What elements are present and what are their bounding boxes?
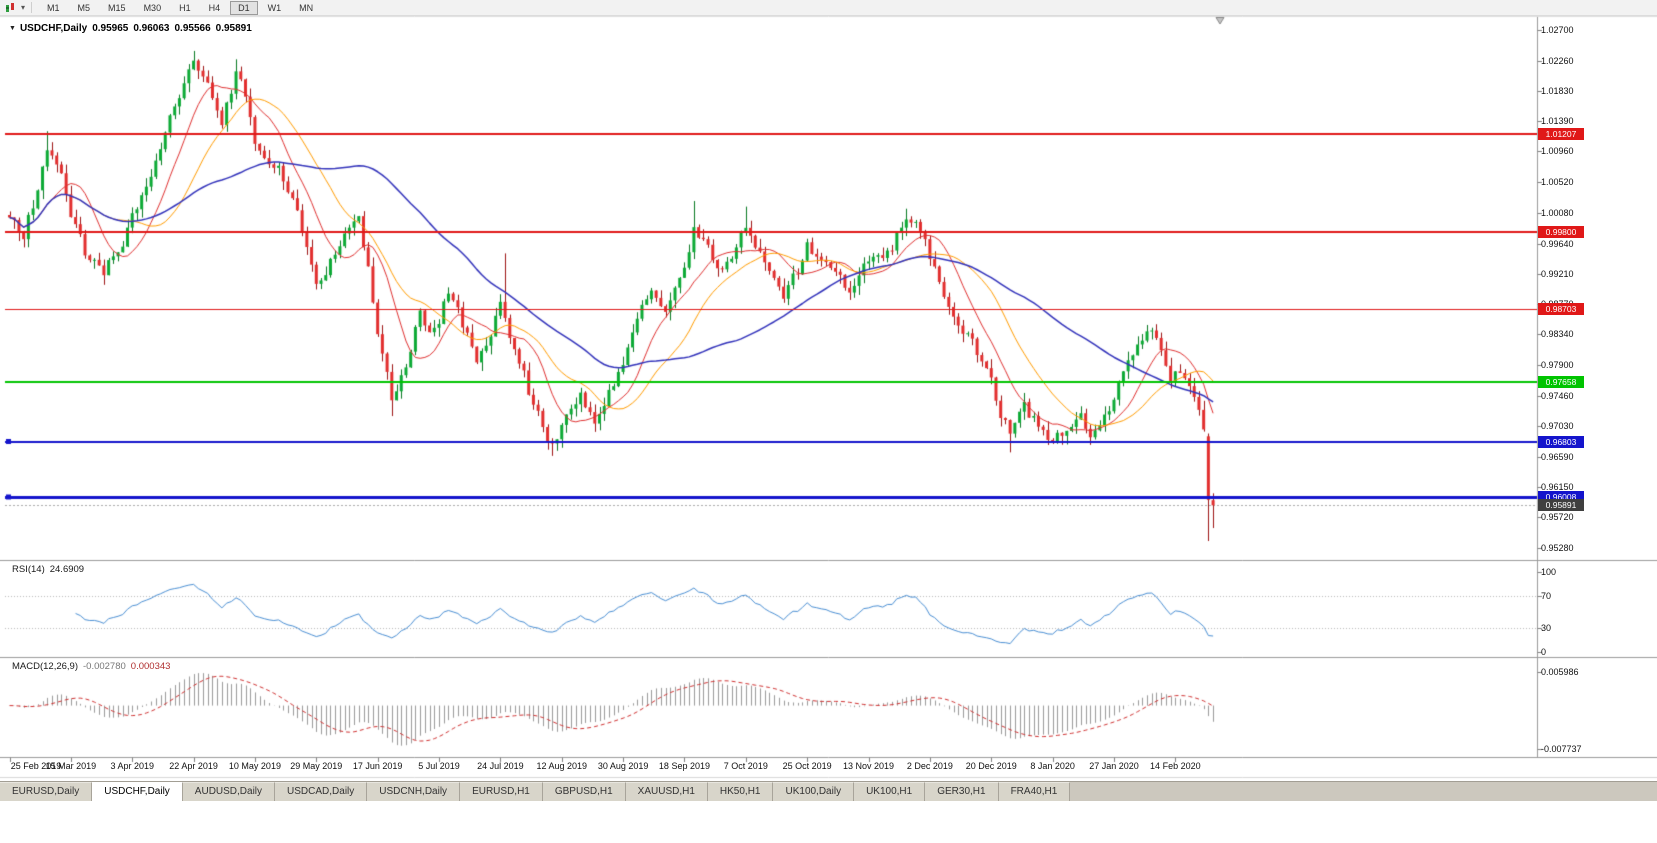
- timeframe-button-m5[interactable]: M5: [77, 2, 91, 13]
- chart-header: ▼ USDCHF,Daily 0.95965 0.96063 0.95566 0.9589…: [9, 23, 252, 34]
- timeframe-button-d1[interactable]: D1: [230, 0, 258, 15]
- symbol-dropdown-icon[interactable]: ▼: [9, 25, 16, 32]
- timeframe-button-m15[interactable]: M15: [108, 2, 126, 13]
- hline-price-tag[interactable]: 1.01207: [1538, 128, 1584, 141]
- hline-price-tag[interactable]: 0.97658: [1538, 375, 1584, 388]
- macd-name: MACD(12,26,9): [12, 661, 78, 672]
- chart-tab-audusd-daily[interactable]: AUDUSD,Daily: [182, 782, 276, 801]
- chart-tab-uk100-h1[interactable]: UK100,H1: [854, 782, 926, 801]
- chart-tab-usdcad-daily[interactable]: USDCAD,Daily: [275, 782, 368, 801]
- timeframe-buttons: M1 M5 M15 M30 H1 H4 D1 W1 MN: [38, 0, 322, 16]
- macd-signal-value: 0.000343: [130, 661, 171, 672]
- dropdown-caret-icon[interactable]: ▾: [21, 2, 26, 12]
- ohlc-high: 0.96063: [133, 23, 170, 34]
- chart-tab-xauusd-h1[interactable]: XAUUSD,H1: [625, 782, 708, 801]
- timeframe-button-m1[interactable]: M1: [47, 2, 60, 13]
- symbol-timeframe-label: USDCHF,Daily: [19, 23, 88, 34]
- chart-tab-usdcnh-daily[interactable]: USDCNH,Daily: [367, 782, 461, 801]
- chart-tab-eurusd-daily[interactable]: EURUSD,Daily: [0, 782, 93, 801]
- hline-price-tag[interactable]: 0.96803: [1538, 435, 1584, 448]
- chart-tab-usdchf-daily[interactable]: USDCHF,Daily: [92, 782, 183, 801]
- hline-price-tag[interactable]: 0.99800: [1538, 226, 1584, 239]
- macd-main-value: -0.002780: [83, 661, 126, 672]
- hline-price-tag[interactable]: 0.98703: [1538, 303, 1584, 316]
- chart-tab-uk100-daily[interactable]: UK100,Daily: [773, 782, 855, 801]
- macd-indicator-label: MACD(12,26,9) -0.002780 0.000343: [12, 661, 170, 672]
- timeframe-button-h4[interactable]: H4: [208, 2, 221, 13]
- timeframe-toolbar: ▾ M1 M5 M15 M30 H1 H4 D1 W1 MN: [0, 0, 1657, 16]
- ohlc-open: 0.95965: [92, 23, 129, 34]
- chart-tab-fra40-h1[interactable]: FRA40,H1: [998, 782, 1071, 801]
- rsi-value: 24.6909: [49, 564, 85, 575]
- rsi-indicator-label: RSI(14) 24.6909: [12, 564, 84, 575]
- chart-tab-ger30-h1[interactable]: GER30,H1: [925, 782, 999, 801]
- rsi-name: RSI(14): [12, 564, 45, 575]
- ohlc-low: 0.95566: [174, 23, 211, 34]
- bid-price-tag: 0.95891: [1538, 499, 1584, 512]
- timeframe-button-w1[interactable]: W1: [267, 2, 282, 13]
- chart-type-icon[interactable]: [5, 2, 20, 14]
- chart-tab-hk50-h1[interactable]: HK50,H1: [707, 782, 774, 801]
- timeframe-button-m30[interactable]: M30: [143, 2, 162, 13]
- toolbar-separator: [31, 2, 33, 13]
- timeframe-button-h1[interactable]: H1: [179, 2, 191, 13]
- chart-tab-eurusd-h1[interactable]: EURUSD,H1: [460, 782, 543, 801]
- timeframe-button-mn[interactable]: MN: [299, 2, 314, 13]
- chart-tab-gbpusd-h1[interactable]: GBPUSD,H1: [542, 782, 626, 801]
- ohlc-close: 0.95891: [215, 23, 252, 34]
- chart-tab-bar: EURUSD,Daily USDCHF,Daily AUDUSD,Daily USDC…: [0, 781, 1657, 801]
